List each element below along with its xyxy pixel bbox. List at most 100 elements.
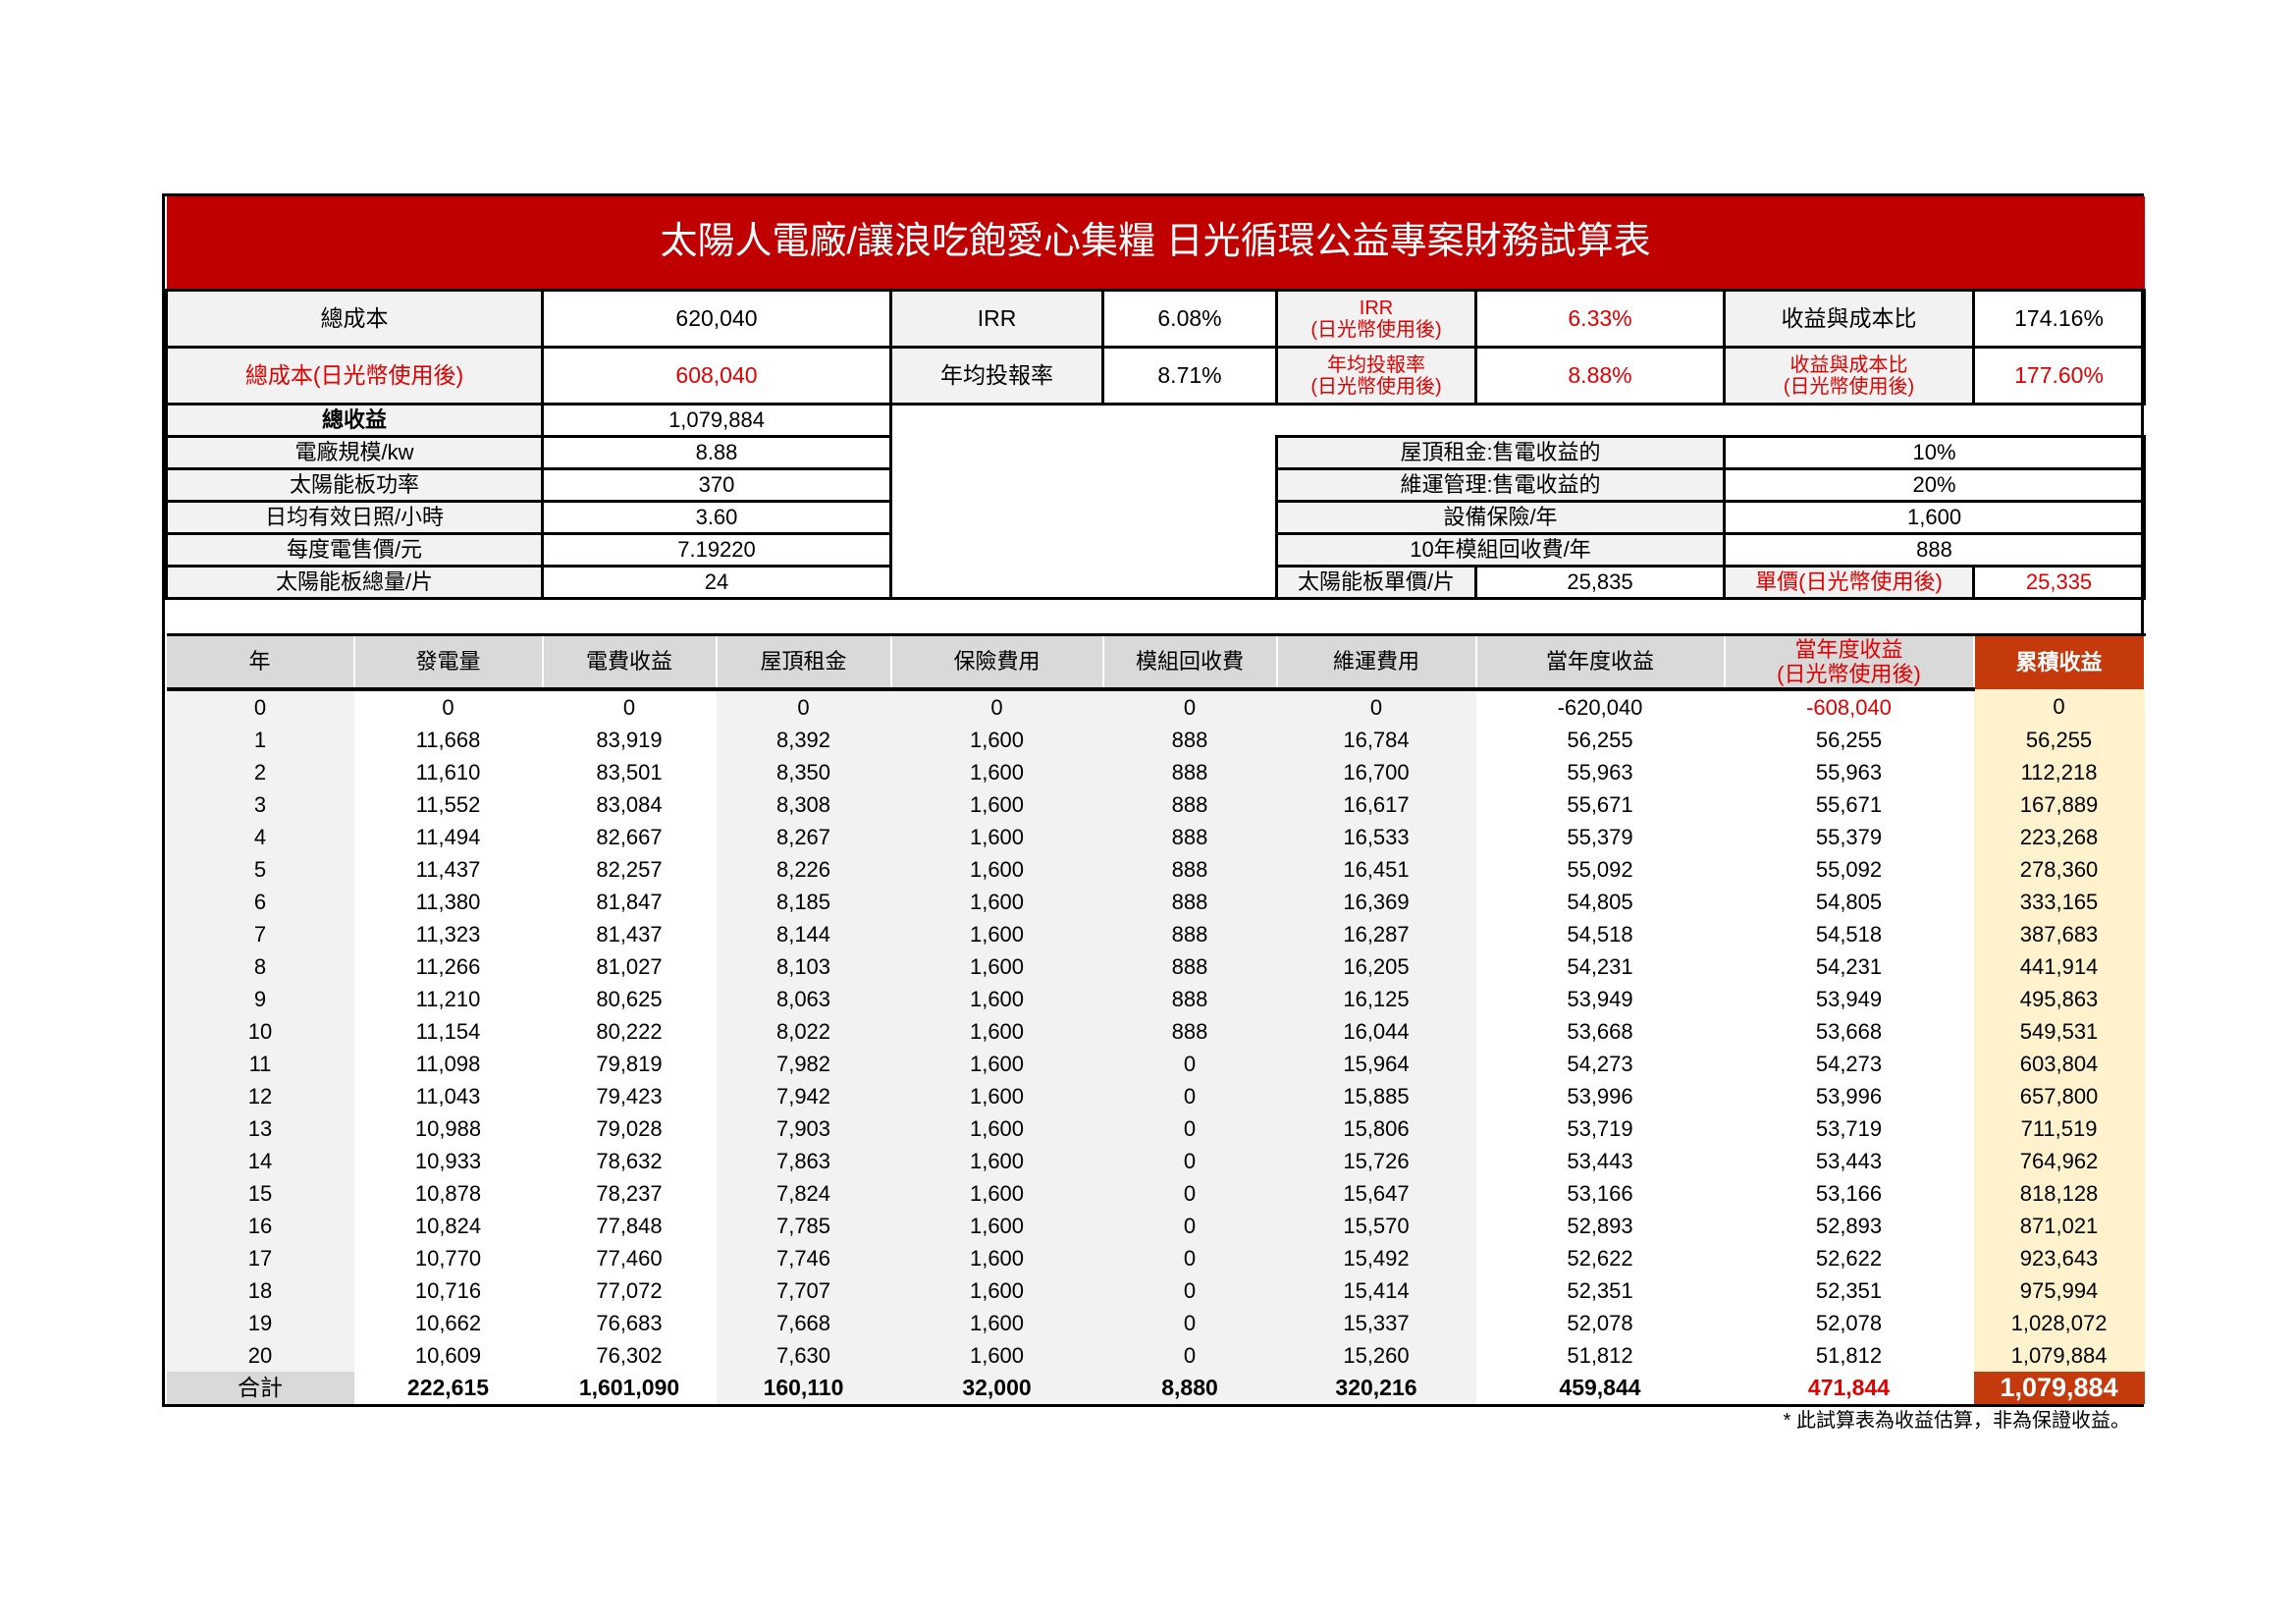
irr-value: 6.08% <box>1101 289 1278 349</box>
table-cell: 10,933 <box>414 1148 482 1173</box>
table-cell: 14 <box>166 1145 354 1177</box>
avg-return-label: 年均投報率 <box>889 346 1104 406</box>
table-row: 16 10,824 77,848 7,785 1,600 0 15,570 52,893 52,… <box>166 1210 2145 1242</box>
unit-price-label: 太陽能板單價/片 <box>1275 565 1477 600</box>
table-cell: 1,600 <box>890 1307 1103 1339</box>
avg-return-after-value: 8.88% <box>1474 346 1726 406</box>
table-cell: 79,819 <box>596 1051 663 1076</box>
table-cell: 6 <box>166 886 354 918</box>
column-header: 屋頂租金 <box>716 634 892 691</box>
table-cell: 0 <box>890 689 1103 724</box>
table-cell: 7,824 <box>716 1177 891 1210</box>
table-cell: 5 <box>166 853 354 886</box>
table-cell: 0 <box>1102 1242 1277 1274</box>
table-cell: 54,805 <box>1815 889 1883 914</box>
table-cell: 55,963 <box>1567 759 1633 785</box>
sheet-title: 太陽人電廠/讓浪吃飽愛心集糧 日光循環公益專案財務試算表 <box>166 196 2145 292</box>
table-cell: 167,889 <box>1973 788 2145 821</box>
table-cell: 0 <box>1102 689 1277 724</box>
table-cell: 53,668 <box>1567 1018 1633 1044</box>
table-cell: 495,863 <box>1973 983 2145 1015</box>
table-cell: 1,028,072 <box>1973 1307 2145 1339</box>
table-cell: 711,519 <box>1973 1112 2145 1145</box>
param-row: 日均有效日照/小時 3.60 設備保險/年 1,600 <box>165 500 2147 535</box>
param-value: 24 <box>541 565 892 600</box>
table-cell: 4 <box>166 821 354 853</box>
spacer-row <box>166 597 2145 636</box>
total-cell: 471,844 <box>1807 1375 1891 1401</box>
table-cell: 15,570 <box>1276 1210 1476 1242</box>
table-cell: 52,351 <box>1567 1277 1633 1303</box>
param-label: 10年模組回收費/年 <box>1275 532 1726 568</box>
table-cell: 7,668 <box>716 1307 891 1339</box>
table-cell: 53,996 <box>1815 1083 1883 1109</box>
irr-label: IRR <box>889 289 1104 349</box>
table-cell: 1,600 <box>890 950 1103 983</box>
total-cost-after-label: 總成本(日光幣使用後) <box>165 346 544 406</box>
table-cell: 871,021 <box>1973 1210 2145 1242</box>
table-cell: 53,949 <box>1567 986 1633 1011</box>
table-cell: 888 <box>1102 756 1277 788</box>
table-cell: 333,165 <box>1973 886 2145 918</box>
blank-cell <box>889 436 1277 469</box>
param-value: 8.88 <box>541 435 892 470</box>
table-cell: 7,942 <box>716 1080 891 1112</box>
table-row: 20 10,609 76,302 7,630 1,600 0 15,260 51,812 51,… <box>166 1339 2145 1372</box>
table-cell: 52,893 <box>1815 1213 1883 1238</box>
param-label: 維運管理:售電收益的 <box>1275 467 1726 503</box>
table-cell: 7,707 <box>716 1274 891 1307</box>
table-row: 15 10,878 78,237 7,824 1,600 0 15,647 53,166 53,… <box>166 1177 2145 1210</box>
table-cell: 15 <box>166 1177 354 1210</box>
table-cell: 83,084 <box>596 791 663 817</box>
table-cell: 0 <box>1102 1210 1277 1242</box>
blank-cell <box>889 468 1277 502</box>
param-row: 太陽能板功率 370 維運管理:售電收益的 20% <box>165 467 2147 503</box>
table-cell: 11 <box>166 1048 354 1080</box>
ratio-after-label-1: 收益與成本比 <box>1789 353 1908 376</box>
table-cell: 0 <box>1102 1307 1277 1339</box>
table-cell: 15,726 <box>1276 1145 1476 1177</box>
table-cell: 1,600 <box>890 1339 1103 1372</box>
param-label: 每度電售價/元 <box>165 532 544 568</box>
table-cell: 53,166 <box>1567 1180 1633 1206</box>
header-suffix: (日光幣使用後) <box>1777 662 1921 686</box>
total-cell: 160,110 <box>716 1372 891 1404</box>
table-cell: 0 <box>1102 1177 1277 1210</box>
table-cell: 0 <box>166 689 354 724</box>
table-cell: 12 <box>166 1080 354 1112</box>
table-cell: 56,255 <box>1567 727 1633 752</box>
table-cell: 52,622 <box>1567 1245 1633 1271</box>
column-header: 累積收益 <box>1973 634 2146 689</box>
table-cell: 0 <box>1102 1145 1277 1177</box>
ratio-after-label: 收益與成本比 (日光幣使用後) <box>1723 346 1975 406</box>
table-cell: 52,078 <box>1567 1310 1633 1335</box>
table-cell: 15,647 <box>1276 1177 1476 1210</box>
column-header: 維運費用 <box>1276 634 1477 691</box>
table-cell: 7,903 <box>716 1112 891 1145</box>
irr-after-label-2: (日光幣使用後) <box>1310 318 1442 341</box>
table-cell: 10,662 <box>414 1310 482 1335</box>
total-cell: 1,079,884 <box>1973 1372 2145 1404</box>
table-cell: 53,668 <box>1815 1018 1883 1044</box>
table-cell: 55,379 <box>1567 824 1633 849</box>
table-cell: 54,231 <box>1815 953 1883 979</box>
table-cell: 76,302 <box>596 1342 663 1368</box>
table-cell: 9 <box>166 983 354 1015</box>
table-cell: 764,962 <box>1973 1145 2145 1177</box>
table-cell: 52,078 <box>1815 1310 1883 1335</box>
unit-price-value: 25,835 <box>1474 565 1726 600</box>
param-label: 電廠規模/kw <box>165 435 544 470</box>
table-cell: 818,128 <box>1973 1177 2145 1210</box>
total-cost-after-value: 608,040 <box>541 346 892 406</box>
table-cell: 52,351 <box>1815 1277 1883 1303</box>
table-cell: 8,022 <box>716 1015 891 1048</box>
table-cell: 54,805 <box>1567 889 1633 914</box>
table-row: 12 11,043 79,423 7,942 1,600 0 15,885 53,996 53,… <box>166 1080 2145 1112</box>
table-cell: 11,323 <box>415 921 481 947</box>
disclaimer-note: * 此試算表為收益估算，非為保證收益。 <box>1783 1410 2130 1432</box>
avg-return-after-label-1: 年均投報率 <box>1327 353 1425 376</box>
table-cell: 603,804 <box>1973 1048 2145 1080</box>
table-cell: 82,667 <box>596 824 663 849</box>
param-value: 1,600 <box>1722 500 2147 535</box>
table-cell: 1,600 <box>890 1048 1103 1080</box>
